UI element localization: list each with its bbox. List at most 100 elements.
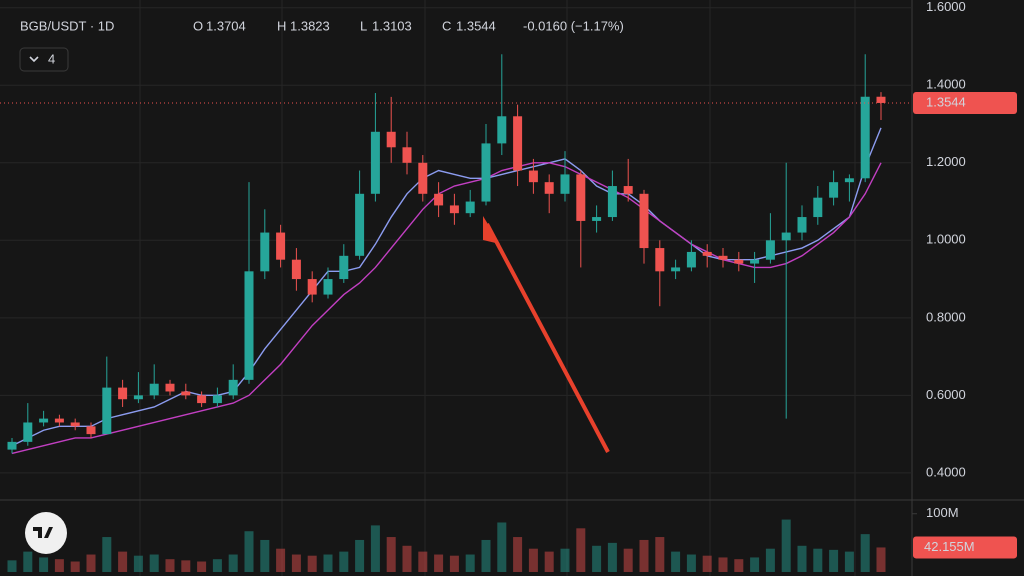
volume-bar bbox=[449, 555, 459, 572]
y-tick-label: 1.6000 bbox=[926, 0, 966, 14]
candle-body bbox=[23, 422, 33, 442]
y-tick-label: 1.4000 bbox=[926, 77, 966, 92]
candle-body bbox=[355, 193, 365, 256]
volume-bar bbox=[655, 537, 665, 572]
grid bbox=[139, 0, 856, 576]
volume-bar bbox=[260, 539, 270, 572]
volume-bar bbox=[323, 554, 333, 572]
candle-body bbox=[876, 96, 886, 103]
candle-body bbox=[323, 279, 333, 295]
volume-bar bbox=[418, 551, 428, 572]
volume-bar bbox=[592, 545, 602, 572]
candle-body bbox=[513, 116, 523, 171]
y-tick-label: 1.2000 bbox=[926, 154, 966, 169]
y-tick-label: 1.0000 bbox=[926, 232, 966, 247]
volume-bar bbox=[560, 548, 570, 572]
candle-body bbox=[70, 422, 80, 427]
last-volume-label: 42.155M bbox=[924, 539, 975, 554]
volume-bar bbox=[544, 551, 554, 572]
candle-body bbox=[797, 217, 807, 233]
ohlc-key: O bbox=[193, 18, 203, 33]
volume-bar bbox=[102, 537, 112, 572]
ohlc-key: L bbox=[360, 18, 367, 33]
candle-body bbox=[576, 174, 586, 221]
volume-bar bbox=[370, 525, 380, 572]
candle-body bbox=[386, 131, 396, 148]
candle-body bbox=[402, 147, 412, 163]
candle-body bbox=[465, 201, 475, 214]
candle-body bbox=[702, 251, 712, 256]
volume-tick-label: 100M bbox=[926, 505, 959, 520]
candle-body bbox=[497, 116, 507, 144]
y-tick-label: 0.4000 bbox=[926, 464, 966, 479]
candle-body bbox=[813, 197, 823, 218]
y-tick-label: 0.6000 bbox=[926, 387, 966, 402]
volume-bar bbox=[181, 560, 191, 572]
logo bbox=[33, 527, 53, 538]
volume-bar bbox=[797, 545, 807, 572]
volume-bar bbox=[54, 559, 64, 572]
ohlc-key: C bbox=[442, 18, 451, 33]
indicator-count: 4 bbox=[48, 51, 55, 66]
candle-body bbox=[655, 248, 665, 272]
volume-bar bbox=[307, 555, 317, 572]
chevron-icon bbox=[29, 56, 39, 63]
volume-bar bbox=[813, 548, 823, 572]
candle-body bbox=[133, 395, 143, 400]
candle-body bbox=[481, 143, 491, 202]
candle-body bbox=[592, 217, 602, 221]
candle-body bbox=[829, 182, 839, 198]
volume-bar bbox=[228, 554, 238, 572]
volume-bar bbox=[118, 551, 128, 572]
candle-body bbox=[370, 131, 380, 194]
candle-body bbox=[276, 232, 286, 260]
candle-body bbox=[528, 170, 538, 183]
candle-body bbox=[118, 387, 128, 400]
volume-bar bbox=[576, 528, 586, 572]
volume-bar bbox=[686, 554, 696, 572]
volume-bar bbox=[639, 539, 649, 572]
candle-body bbox=[639, 193, 649, 249]
volume-bar bbox=[765, 548, 775, 572]
candle-body bbox=[449, 205, 459, 214]
volume-bar bbox=[386, 537, 396, 572]
ohlc-value: 1.3823 bbox=[290, 18, 330, 33]
candle-body bbox=[607, 186, 617, 218]
candle-body bbox=[54, 418, 64, 423]
candle-body bbox=[228, 379, 238, 396]
last-price-badge bbox=[913, 91, 1017, 114]
volume-bar bbox=[860, 534, 870, 572]
candle-body bbox=[86, 426, 96, 435]
volume-bar bbox=[829, 549, 839, 572]
candle-body bbox=[844, 178, 854, 183]
volume-bar bbox=[23, 551, 33, 572]
candle-body bbox=[244, 271, 254, 380]
volume-bar bbox=[197, 561, 207, 572]
volume-bar bbox=[481, 539, 491, 572]
volume-bar bbox=[402, 545, 412, 572]
indicator-toggle[interactable] bbox=[19, 47, 69, 72]
volume-bar bbox=[39, 557, 49, 572]
ohlc-value: 1.3544 bbox=[456, 18, 496, 33]
y-tick-label: 0.8000 bbox=[926, 309, 966, 324]
ohlc-value: 1.3103 bbox=[372, 18, 412, 33]
candle-body bbox=[197, 395, 207, 404]
candle-body bbox=[39, 418, 49, 423]
last-volume-badge bbox=[913, 536, 1017, 559]
volume-bar bbox=[623, 548, 633, 572]
volume-bar bbox=[781, 519, 791, 572]
last-price-label: 1.3544 bbox=[926, 94, 966, 109]
volume-bar bbox=[497, 522, 507, 572]
candle-body bbox=[544, 182, 554, 194]
candle-body bbox=[7, 441, 17, 450]
candle-body bbox=[307, 279, 317, 295]
volume-bar bbox=[133, 555, 143, 572]
volume-bar bbox=[702, 555, 712, 572]
candle-body bbox=[734, 259, 744, 264]
logo-badge bbox=[25, 512, 67, 554]
candle-body bbox=[434, 193, 444, 206]
volume-bar bbox=[165, 559, 175, 572]
ohlc-key: H bbox=[277, 18, 286, 33]
